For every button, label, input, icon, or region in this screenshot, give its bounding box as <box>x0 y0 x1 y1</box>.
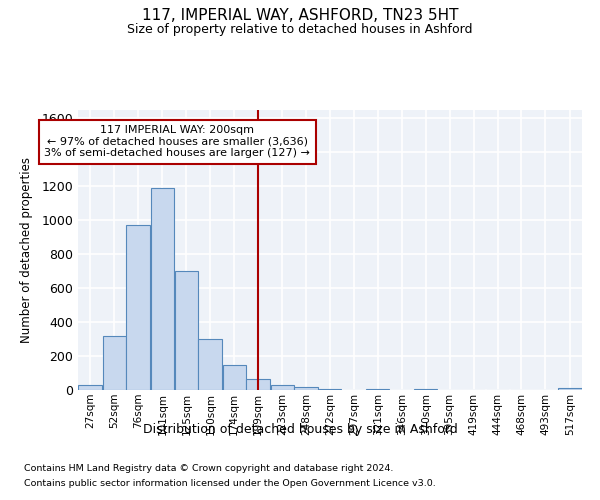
Text: Contains public sector information licensed under the Open Government Licence v3: Contains public sector information licen… <box>24 479 436 488</box>
Bar <box>199 339 223 390</box>
Bar <box>414 389 437 390</box>
Bar <box>175 271 198 390</box>
Bar <box>103 336 125 390</box>
Bar <box>294 386 318 390</box>
Bar <box>126 226 150 390</box>
Text: Size of property relative to detached houses in Ashford: Size of property relative to detached ho… <box>127 22 473 36</box>
Bar <box>271 385 293 390</box>
Y-axis label: Number of detached properties: Number of detached properties <box>20 157 33 343</box>
Bar <box>367 389 389 390</box>
Text: Distribution of detached houses by size in Ashford: Distribution of detached houses by size … <box>143 422 457 436</box>
Text: 117 IMPERIAL WAY: 200sqm
← 97% of detached houses are smaller (3,636)
3% of semi: 117 IMPERIAL WAY: 200sqm ← 97% of detach… <box>44 126 310 158</box>
Bar <box>558 388 582 390</box>
Bar <box>223 364 246 390</box>
Text: 117, IMPERIAL WAY, ASHFORD, TN23 5HT: 117, IMPERIAL WAY, ASHFORD, TN23 5HT <box>142 8 458 22</box>
Bar <box>151 188 175 390</box>
Text: Contains HM Land Registry data © Crown copyright and database right 2024.: Contains HM Land Registry data © Crown c… <box>24 464 394 473</box>
Bar <box>78 385 102 390</box>
Bar <box>319 389 341 390</box>
Bar <box>246 379 270 390</box>
